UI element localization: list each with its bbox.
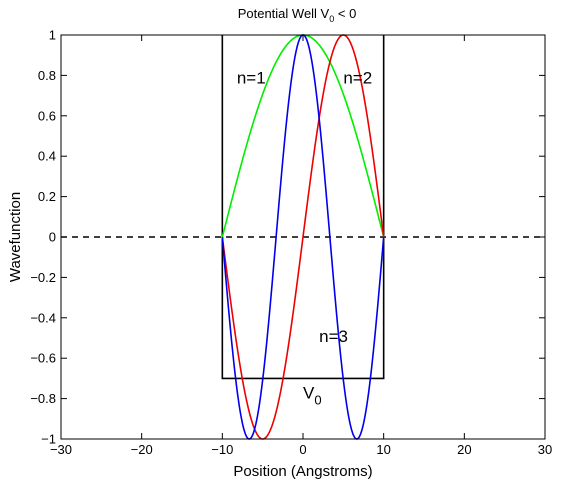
y-tick-label: −0.2 bbox=[30, 270, 56, 285]
y-tick-label: 0.4 bbox=[38, 149, 56, 164]
x-tick-label: 0 bbox=[299, 442, 306, 457]
annotation-n1: n=1 bbox=[237, 68, 266, 87]
y-tick-label: −0.8 bbox=[30, 391, 56, 406]
y-tick-label: 0.8 bbox=[38, 68, 56, 83]
chart-title: Potential Well V0 < 0 bbox=[238, 6, 357, 24]
x-tick-label: −20 bbox=[131, 442, 153, 457]
x-tick-label: 10 bbox=[376, 442, 390, 457]
x-axis-label: Position (Angstroms) bbox=[233, 463, 372, 480]
chart-title-prefix: Potential Well V bbox=[238, 6, 330, 21]
y-tick-label: −0.6 bbox=[30, 351, 56, 366]
series-n1-line bbox=[222, 35, 383, 237]
y-tick-label: 1 bbox=[49, 28, 56, 43]
y-tick-label: −0.4 bbox=[30, 310, 56, 325]
annotation-v: V0 bbox=[303, 384, 322, 408]
y-tick-label: 0 bbox=[49, 230, 56, 245]
plot-area: −30 −20 −10 0 10 20 30−1−0.8−0.6−0.4−0.200.20.… bbox=[30, 28, 552, 458]
y-axis-label: Wavefunction bbox=[7, 192, 24, 282]
y-tick-label: −1 bbox=[41, 432, 56, 447]
x-tick-label: 30 bbox=[538, 442, 552, 457]
annotation-n2: n=2 bbox=[343, 68, 372, 87]
x-tick-label: 20 bbox=[457, 442, 471, 457]
y-tick-label: 0.2 bbox=[38, 189, 56, 204]
y-tick-label: 0.6 bbox=[38, 108, 56, 123]
x-tick-label: −10 bbox=[211, 442, 233, 457]
chart-title-suffix: < 0 bbox=[334, 6, 356, 21]
annotation-n3: n=3 bbox=[319, 327, 348, 346]
